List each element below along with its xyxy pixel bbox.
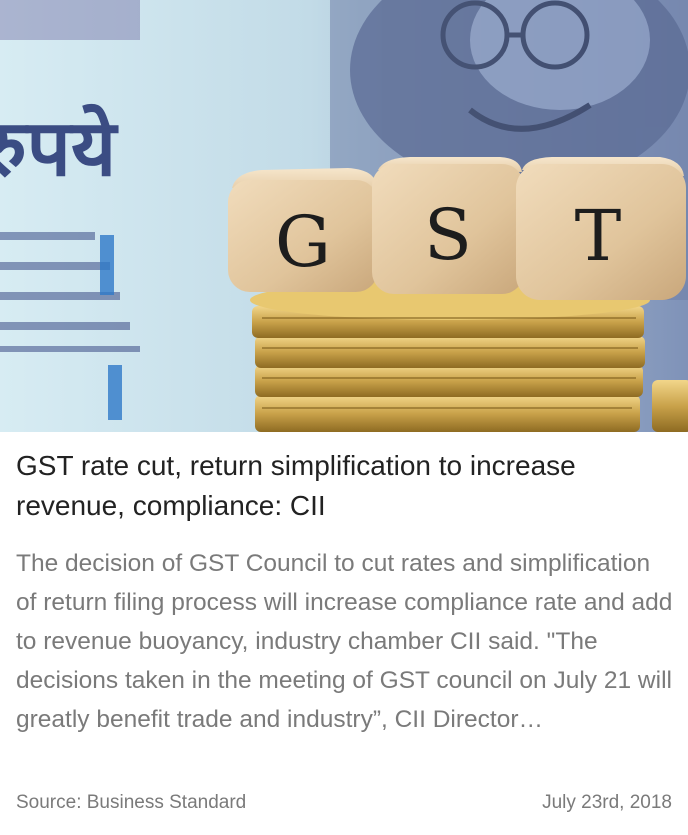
die-s: S: [372, 157, 524, 294]
article-meta: Source: Business Standard July 23rd, 201…: [16, 792, 672, 820]
die-t: T: [516, 157, 686, 300]
hero-illustration: रुपये: [0, 0, 688, 432]
die-letter-s: S: [424, 194, 472, 276]
die-letter-g: G: [275, 201, 331, 283]
source-label[interactable]: Source: Business Standard: [16, 792, 247, 813]
coin-stack-edge: [652, 380, 688, 432]
die-letter-t: T: [575, 195, 622, 277]
note-fine-print: [0, 232, 140, 352]
article-summary: The decision of GST Council to cut rates…: [16, 550, 673, 733]
hero-image[interactable]: रुपये: [0, 0, 688, 432]
portrait-engraving: [350, 0, 688, 190]
coin-stack: [250, 280, 650, 432]
article-headline[interactable]: GST rate cut, return simplification to i…: [16, 450, 576, 521]
publish-date: July 23rd, 2018: [542, 792, 672, 813]
die-g: G: [228, 168, 378, 292]
rupee-word: रुपये: [0, 103, 119, 194]
